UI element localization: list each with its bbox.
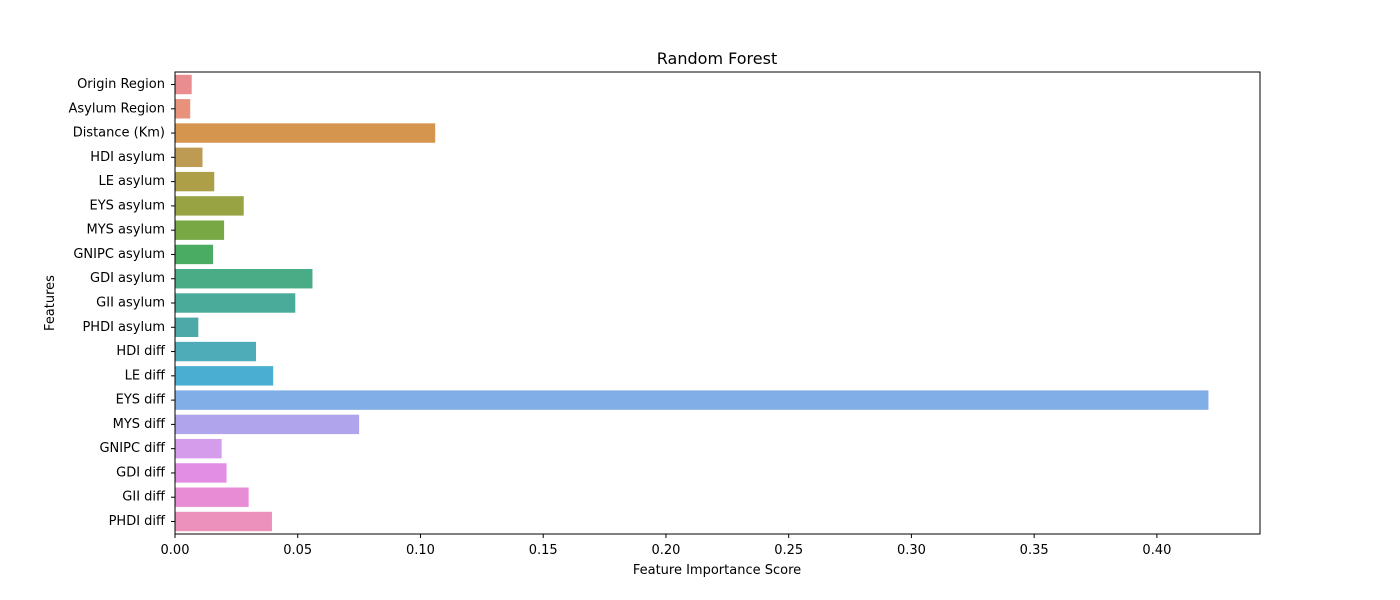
y-tick-label-le-asylum: LE asylum: [98, 174, 165, 189]
bar-gii-asylum: [175, 293, 296, 313]
plot-area-frame: [174, 71, 1261, 535]
y-tick-label-mys-asylum: MYS asylum: [87, 223, 166, 238]
bar-eys-asylum: [175, 196, 244, 216]
bar-gnipc-asylum: [175, 244, 214, 265]
chart-title: Random Forest: [657, 49, 777, 68]
x-tick-label: 0.05: [283, 543, 312, 558]
x-tick-label: 0.00: [161, 543, 190, 558]
x-tick-label: 0.10: [406, 543, 435, 558]
bar-distance-km: [175, 123, 436, 143]
y-tick-label-gnipc-diff: GNIPC diff: [99, 441, 166, 456]
bar-le-diff: [175, 366, 274, 386]
x-tick-label: 0.20: [651, 543, 680, 558]
y-tick-label-hdi-asylum: HDI asylum: [90, 150, 165, 165]
y-tick-label-gii-diff: GII diff: [122, 490, 166, 505]
bars-group: [175, 74, 1209, 532]
bar-gnipc-diff: [175, 438, 222, 459]
y-tick-label-eys-asylum: EYS asylum: [90, 198, 166, 213]
y-tick-label-eys-diff: EYS diff: [116, 393, 166, 408]
bar-gdi-asylum: [175, 269, 313, 289]
bar-eys-diff: [175, 390, 1209, 410]
x-axis-label: Feature Importance Score: [633, 563, 801, 578]
bar-hdi-asylum: [175, 147, 203, 168]
bar-phdi-diff: [175, 511, 272, 532]
bar-mys-diff: [175, 414, 360, 435]
bar-asylum-region: [175, 99, 191, 119]
y-tick-label-distance-km: Distance (Km): [73, 126, 165, 141]
y-axis-label: Features: [43, 275, 58, 331]
y-tick-label-gdi-asylum: GDI asylum: [90, 271, 165, 286]
y-tick-label-le-diff: LE diff: [125, 368, 166, 383]
bar-gdi-diff: [175, 463, 227, 483]
x-axis-ticks: 0.00 0.05 0.10 0.15 0.20 0.25 0.30 0.35 0.40: [161, 534, 1171, 558]
bar-phdi-asylum: [175, 317, 199, 337]
bar-le-asylum: [175, 171, 215, 192]
x-tick-label: 0.40: [1142, 543, 1171, 558]
y-tick-label-phdi-diff: PHDI diff: [109, 514, 166, 529]
y-tick-label-phdi-asylum: PHDI asylum: [82, 320, 165, 335]
bar-gii-diff: [175, 487, 249, 507]
y-tick-label-asylum-region: Asylum Region: [68, 101, 165, 116]
y-axis-ticks: Origin Region Asylum Region Distance (Km) H…: [68, 77, 175, 529]
bar-origin-region: [175, 74, 192, 95]
y-tick-label-mys-diff: MYS diff: [113, 417, 166, 432]
y-tick-label-hdi-diff: HDI diff: [116, 344, 166, 359]
y-tick-label-gnipc-asylum: GNIPC asylum: [73, 247, 165, 262]
bar-mys-asylum: [175, 220, 225, 240]
bar-hdi-diff: [175, 341, 257, 362]
x-tick-label: 0.35: [1020, 543, 1049, 558]
x-tick-label: 0.30: [897, 543, 926, 558]
y-tick-label-gdi-diff: GDI diff: [116, 465, 166, 480]
x-tick-label: 0.25: [774, 543, 803, 558]
x-tick-label: 0.15: [529, 543, 558, 558]
y-tick-label-origin-region: Origin Region: [77, 77, 165, 92]
y-tick-label-gii-asylum: GII asylum: [96, 296, 165, 311]
